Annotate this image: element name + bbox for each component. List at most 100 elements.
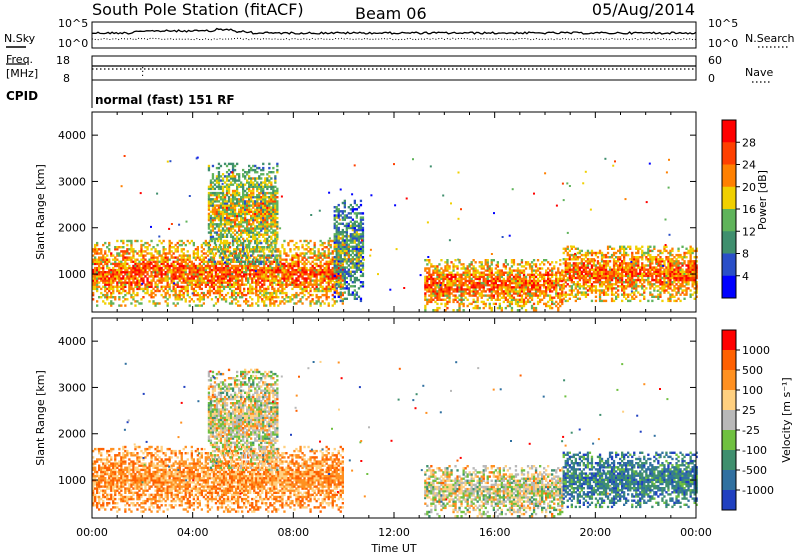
echo-cell — [263, 296, 266, 299]
echo-cell — [279, 262, 282, 266]
echo-cell — [256, 239, 259, 243]
echo-cell — [276, 256, 279, 259]
echo-cell — [270, 196, 273, 199]
echo-cell — [162, 264, 165, 268]
echo-cell — [256, 166, 259, 170]
echo-cell — [510, 296, 514, 299]
echo-cell — [361, 256, 365, 259]
echo-cell — [242, 221, 245, 224]
echo-cell — [259, 281, 262, 284]
echo-cell — [341, 298, 344, 301]
echo-cell — [462, 292, 465, 295]
echo-cell — [353, 249, 356, 253]
echo-cell — [164, 296, 167, 299]
echo-cell — [508, 296, 512, 299]
echo-cell — [541, 273, 544, 276]
echo-cell — [180, 258, 183, 261]
echo-cell — [166, 277, 169, 280]
echo-cell — [120, 260, 123, 263]
echo-cell — [146, 281, 149, 284]
echo-cell — [514, 288, 518, 291]
echo-cell — [574, 287, 577, 290]
echo-cell — [110, 285, 113, 288]
echo-cell — [428, 290, 431, 293]
echo-cell — [238, 227, 241, 230]
echo-cell — [96, 262, 99, 266]
echo-cell — [486, 259, 489, 262]
echo-cell — [504, 267, 507, 270]
echo-cell — [341, 279, 344, 282]
echo-cell — [263, 300, 266, 303]
echo-cell — [343, 218, 346, 221]
cpid-value: normal (fast) 151 RF — [95, 93, 235, 107]
echo-cell — [492, 277, 495, 281]
echo-cell — [250, 214, 253, 218]
echo-cell — [210, 262, 214, 266]
echo-cell — [276, 235, 279, 238]
echo-cell — [528, 294, 532, 297]
echo-cell — [518, 294, 522, 297]
echo-cell — [198, 304, 201, 307]
echo-cell — [436, 290, 439, 293]
echo-cell — [547, 279, 550, 283]
echo-cell — [245, 277, 248, 280]
echo-cell — [518, 281, 522, 285]
echo-cell — [266, 204, 269, 207]
nave-tick-bottom: 0 — [708, 72, 715, 85]
echo-cell — [458, 290, 461, 293]
echo-cell — [242, 208, 245, 211]
echo-cell — [551, 284, 554, 287]
echo-cell — [130, 258, 133, 261]
echo-cell — [454, 296, 457, 299]
echo-cell — [532, 275, 536, 279]
echo-cell — [144, 262, 147, 266]
echo-cell — [355, 237, 358, 240]
echo-cell — [285, 291, 288, 295]
echo-cell — [186, 250, 189, 253]
echo-cell — [178, 285, 181, 288]
echo-cell — [568, 297, 571, 300]
echo-cell — [242, 216, 245, 220]
echo-cell — [351, 226, 354, 230]
echo-cell — [272, 233, 275, 236]
echo-cell — [564, 262, 567, 265]
echo-cell — [219, 202, 223, 205]
echo-cell — [182, 285, 185, 288]
echo-cell — [545, 294, 548, 297]
echo-cell — [220, 275, 224, 278]
echo-cell — [190, 298, 193, 301]
echo-cell — [162, 262, 165, 266]
echo-cell — [182, 266, 185, 270]
echo-cell — [259, 258, 262, 261]
echo-cell — [309, 239, 312, 243]
echo-cell — [254, 229, 257, 232]
echo-cell — [231, 193, 235, 197]
echo-cell — [150, 296, 153, 299]
echo-cell — [110, 279, 113, 282]
echo-cell — [174, 248, 177, 251]
echo-cell — [262, 206, 265, 209]
echo-cell — [276, 191, 279, 195]
echo-cell — [242, 173, 245, 176]
echo-cell — [176, 250, 179, 253]
echo-cell — [236, 214, 239, 218]
echo-cell — [272, 198, 275, 201]
echo-cell — [339, 264, 342, 268]
echo-cell — [216, 289, 220, 293]
echo-cell — [478, 288, 481, 291]
echo-cell — [456, 277, 459, 281]
echo-cell — [233, 210, 237, 213]
echo-cell — [277, 296, 280, 299]
echo-cell — [259, 273, 262, 276]
echo-cell — [541, 267, 544, 270]
echo-cell — [329, 258, 332, 261]
echo-cell — [446, 290, 449, 293]
echo-cell — [260, 262, 263, 266]
echo-cell — [426, 298, 429, 301]
echo-cell — [134, 264, 137, 268]
echo-cell — [96, 283, 99, 286]
echo-cell — [138, 279, 141, 282]
echo-cell — [110, 273, 113, 276]
echo-cell — [194, 256, 197, 259]
echo-cell — [219, 233, 223, 236]
